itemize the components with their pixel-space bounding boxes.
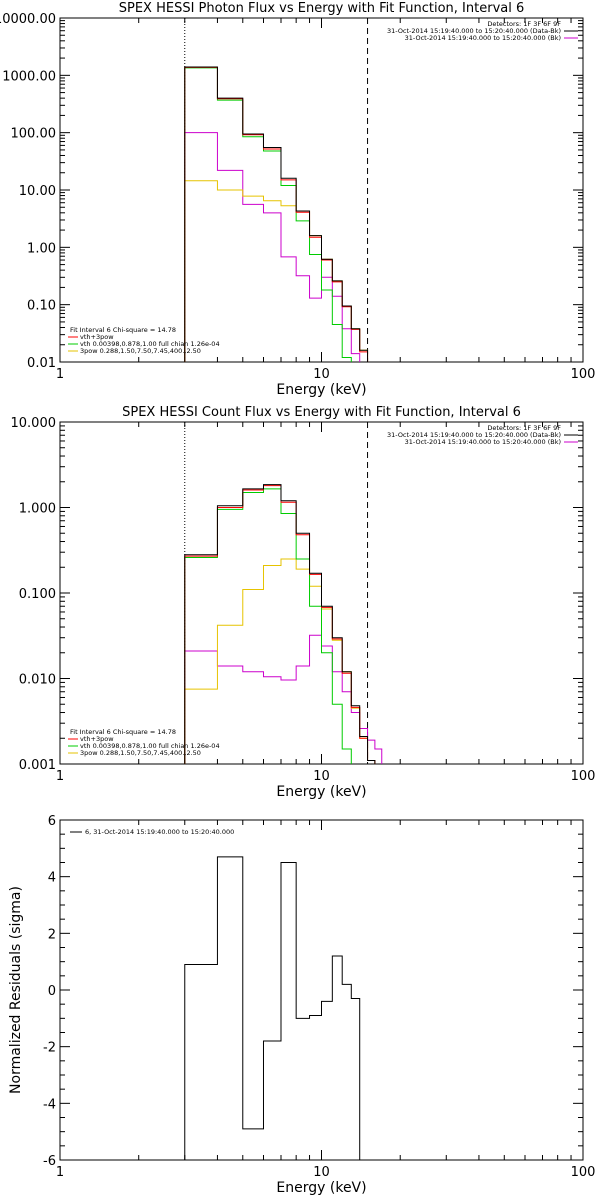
y-tick-label: 0 xyxy=(48,984,56,999)
x-axis-label: Energy (keV) xyxy=(276,1180,366,1196)
chart-3: 1 10 100 Energy (keV) -6 -4 -2 0 2 4 6 Normalized R… xyxy=(8,814,595,1196)
y-tick-label: 0.010 xyxy=(19,673,56,688)
x-axis-label: Energy (keV) xyxy=(276,784,366,800)
y-tick-label: 0.10 xyxy=(27,299,56,314)
chart-title: SPEX HESSI Count Flux vs Energy with Fit… xyxy=(122,405,521,420)
series-line xyxy=(184,485,376,764)
y-tick-label: -4 xyxy=(43,1097,56,1112)
y-tick-label: 0.01 xyxy=(27,356,56,371)
chart-title: SPEX HESSI Photon Flux vs Energy with Fi… xyxy=(119,1,525,16)
y-tick-label: 2 xyxy=(48,927,56,942)
x-axis-label: Energy (keV) xyxy=(276,382,366,398)
y-tick-label: 10.000 xyxy=(11,416,57,431)
y-tick-label: 100.00 xyxy=(11,127,57,142)
legend-left-entry: vth+3pow xyxy=(80,333,114,341)
legend-right-entry: 31-Oct-2014 15:19:40.000 to 15:20:40.000… xyxy=(387,431,561,439)
legend-left-entry: 3pow 0.288,1.50,7.50,7.45,400.,2.50 xyxy=(80,347,201,355)
x-tick-label: 10 xyxy=(313,1165,330,1180)
legend-right-entry: 31-Oct-2014 15:19:40.000 to 15:20:40.000… xyxy=(387,27,561,35)
legend-left-entry: vth+3pow xyxy=(80,735,114,743)
x-tick-label: 1 xyxy=(56,1165,64,1180)
x-tick-label: 10 xyxy=(313,367,330,382)
series-line xyxy=(184,856,361,1160)
axes-frame xyxy=(59,17,584,363)
y-tick-label: 1.00 xyxy=(27,241,56,256)
legend-left-entry: Fit Interval 6 Chi-square = 14.78 xyxy=(70,728,176,736)
series-line xyxy=(184,66,369,362)
y-tick-label: 10000.00 xyxy=(0,12,56,27)
y-tick-label: -2 xyxy=(43,1041,56,1056)
y-tick-label: 0.001 xyxy=(19,758,56,773)
legend-left-entry: vth 0.00398,0.878,1.00 full chian 1.26e-… xyxy=(80,742,220,750)
x-tick-label: 100 xyxy=(571,1165,596,1180)
y-tick-label: 6 xyxy=(48,814,56,829)
y-tick-label: 1000.00 xyxy=(2,69,56,84)
series-line xyxy=(184,180,369,362)
y-tick-label: 4 xyxy=(48,871,56,886)
plot-area xyxy=(184,856,361,1160)
legend-right-entry: 31-Oct-2014 15:19:40.000 to 15:20:40.000… xyxy=(405,34,561,42)
x-tick-label: 100 xyxy=(571,769,596,784)
legend-left-entry: 3pow 0.288,1.50,7.50,7.45,400.,2.50 xyxy=(80,749,201,757)
legend-right-entry: 31-Oct-2014 15:19:40.000 to 15:20:40.000… xyxy=(405,438,561,446)
legend-left-entry: 6, 31-Oct-2014 15:19:40.000 to 15:20:40.… xyxy=(85,828,234,836)
x-tick-label: 1 xyxy=(56,769,64,784)
legend-right-entry: Detectors: 1F 3F 6F 9F xyxy=(487,424,561,432)
y-tick-label: 1.000 xyxy=(19,502,56,517)
chart-2: SPEX HESSI Count Flux vs Energy with Fit… xyxy=(11,405,596,800)
series-line xyxy=(184,66,369,362)
x-tick-label: 10 xyxy=(313,769,330,784)
series-line xyxy=(184,484,376,764)
chart-1: SPEX HESSI Photon Flux vs Energy with Fi… xyxy=(0,1,595,398)
y-tick-label: -6 xyxy=(43,1154,56,1169)
plot-area xyxy=(184,484,383,764)
y-tick-label: 0.100 xyxy=(19,587,56,602)
legend-left-entry: Fit Interval 6 Chi-square = 14.78 xyxy=(70,326,176,334)
x-tick-label: 1 xyxy=(56,367,64,382)
y-axis-label: Normalized Residuals (sigma) xyxy=(8,886,24,1094)
axes-frame xyxy=(59,819,584,1161)
y-tick-label: 10.00 xyxy=(19,184,56,199)
plot-area xyxy=(184,66,369,362)
legend-left-entry: vth 0.00398,0.878,1.00 full chian 1.26e-… xyxy=(80,340,220,348)
series-line xyxy=(184,67,352,362)
legend-right-entry: Detectors: 1F 3F 6F 9F xyxy=(487,20,561,28)
x-tick-label: 100 xyxy=(571,367,596,382)
